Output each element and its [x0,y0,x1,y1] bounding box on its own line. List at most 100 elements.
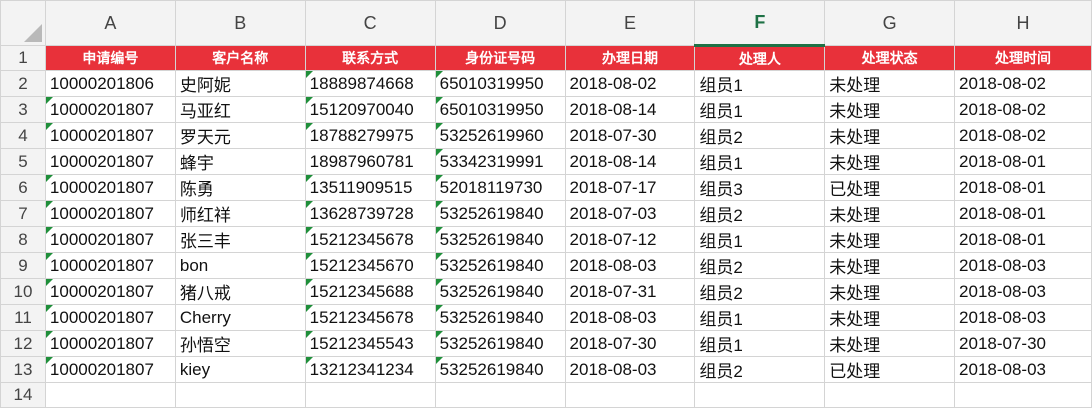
data-cell[interactable]: 未处理 [824,200,956,227]
data-cell[interactable]: 53252619840 [434,278,566,305]
data-cell[interactable]: 组员1 [694,304,826,331]
data-cell[interactable]: 已处理 [824,174,956,201]
data-cell[interactable]: 已处理 [824,356,956,383]
column-header-a[interactable]: A [44,0,176,46]
data-cell[interactable]: 10000201807 [44,252,176,279]
data-cell[interactable]: 52018119730 [434,174,566,201]
data-cell[interactable]: 组员2 [694,252,826,279]
data-cell[interactable]: 2018-08-03 [954,278,1092,305]
header-cell[interactable]: 身份证号码 [434,45,566,71]
data-cell[interactable]: 15120970040 [304,96,436,123]
row-header[interactable]: 6 [0,174,46,201]
data-cell[interactable]: 53252619840 [434,226,566,253]
data-cell[interactable]: 53252619840 [434,200,566,227]
data-cell[interactable]: 2018-07-12 [564,226,696,253]
data-cell[interactable]: 10000201807 [44,148,176,175]
column-header-h[interactable]: H [954,0,1092,46]
data-cell[interactable]: 13212341234 [304,356,436,383]
data-cell[interactable]: 10000201806 [44,70,176,97]
data-cell[interactable]: 2018-08-02 [564,70,696,97]
empty-cell[interactable] [564,382,696,408]
data-cell[interactable]: 组员2 [694,200,826,227]
data-cell[interactable]: 13511909515 [304,174,436,201]
data-cell[interactable]: 组员2 [694,356,826,383]
select-all-corner[interactable] [0,0,46,46]
column-header-c[interactable]: C [304,0,436,46]
data-cell[interactable]: 65010319950 [434,96,566,123]
empty-cell[interactable] [174,382,306,408]
data-cell[interactable]: 2018-08-14 [564,148,696,175]
header-cell[interactable]: 处理人 [694,45,826,71]
data-cell[interactable]: 组员1 [694,226,826,253]
row-header[interactable]: 2 [0,70,46,97]
row-header[interactable]: 5 [0,148,46,175]
column-header-e[interactable]: E [564,0,696,46]
data-cell[interactable]: 2018-08-14 [564,96,696,123]
data-cell[interactable]: 10000201807 [44,174,176,201]
data-cell[interactable]: 蜂宇 [174,148,306,175]
data-cell[interactable]: 18987960781 [304,148,436,175]
data-cell[interactable]: 10000201807 [44,330,176,357]
data-cell[interactable]: 未处理 [824,96,956,123]
data-cell[interactable]: 10000201807 [44,278,176,305]
header-cell[interactable]: 客户名称 [174,45,306,71]
data-cell[interactable]: 53252619840 [434,330,566,357]
data-cell[interactable]: 10000201807 [44,96,176,123]
data-cell[interactable]: 孙悟空 [174,330,306,357]
row-header[interactable]: 4 [0,122,46,149]
empty-cell[interactable] [304,382,436,408]
row-header[interactable]: 9 [0,252,46,279]
row-header[interactable]: 11 [0,304,46,331]
data-cell[interactable]: 10000201807 [44,304,176,331]
data-cell[interactable]: 2018-07-17 [564,174,696,201]
empty-cell[interactable] [694,382,826,408]
column-header-f[interactable]: F [694,0,826,47]
header-cell[interactable]: 办理日期 [564,45,696,71]
data-cell[interactable]: 2018-07-03 [564,200,696,227]
row-header[interactable]: 7 [0,200,46,227]
data-cell[interactable]: 组员2 [694,122,826,149]
header-cell[interactable]: 联系方式 [304,45,436,71]
data-cell[interactable]: 师红祥 [174,200,306,227]
data-cell[interactable]: 2018-07-30 [564,330,696,357]
header-cell[interactable]: 处理状态 [824,45,956,71]
row-header[interactable]: 14 [0,382,46,408]
data-cell[interactable]: 未处理 [824,278,956,305]
data-cell[interactable]: 10000201807 [44,226,176,253]
row-header-1[interactable]: 1 [0,45,46,71]
data-cell[interactable]: 组员1 [694,96,826,123]
data-cell[interactable]: kiey [174,356,306,383]
data-cell[interactable]: 组员1 [694,70,826,97]
data-cell[interactable]: 2018-07-30 [564,122,696,149]
data-cell[interactable]: 53252619840 [434,252,566,279]
data-cell[interactable]: 未处理 [824,252,956,279]
row-header[interactable]: 8 [0,226,46,253]
data-cell[interactable]: 15212345678 [304,226,436,253]
data-cell[interactable]: 组员3 [694,174,826,201]
data-cell[interactable]: 10000201807 [44,122,176,149]
data-cell[interactable]: 53252619960 [434,122,566,149]
data-cell[interactable]: 2018-07-30 [954,330,1092,357]
data-cell[interactable]: 15212345543 [304,330,436,357]
data-cell[interactable]: 2018-08-01 [954,148,1092,175]
data-cell[interactable]: 史阿妮 [174,70,306,97]
data-cell[interactable]: 未处理 [824,122,956,149]
header-cell[interactable]: 处理时间 [954,45,1092,71]
data-cell[interactable]: 组员2 [694,278,826,305]
data-cell[interactable]: 2018-08-02 [954,122,1092,149]
data-cell[interactable]: 13628739728 [304,200,436,227]
data-cell[interactable]: 2018-08-03 [564,356,696,383]
column-header-b[interactable]: B [174,0,306,46]
data-cell[interactable]: Cherry [174,304,306,331]
data-cell[interactable]: 15212345688 [304,278,436,305]
row-header[interactable]: 10 [0,278,46,305]
data-cell[interactable]: 2018-08-03 [954,252,1092,279]
data-cell[interactable]: 马亚红 [174,96,306,123]
empty-cell[interactable] [44,382,176,408]
data-cell[interactable]: bon [174,252,306,279]
data-cell[interactable]: 2018-08-01 [954,226,1092,253]
data-cell[interactable]: 未处理 [824,304,956,331]
header-cell[interactable]: 申请编号 [44,45,176,71]
data-cell[interactable]: 组员1 [694,330,826,357]
data-cell[interactable]: 10000201807 [44,356,176,383]
